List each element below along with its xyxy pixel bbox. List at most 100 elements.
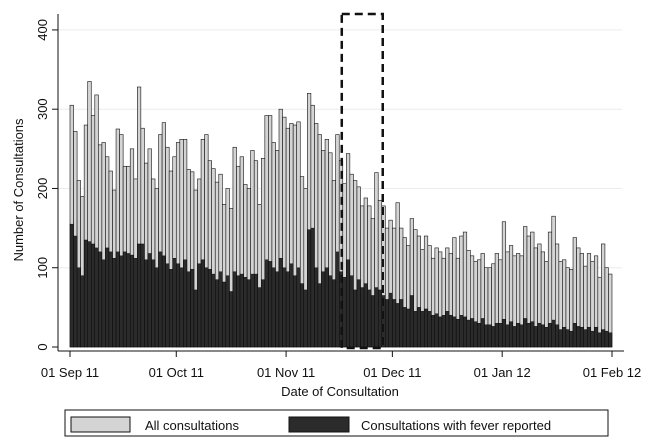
bar-fever-consultations bbox=[604, 330, 609, 348]
bar-fever-consultations bbox=[328, 275, 333, 348]
bar-fever-consultations bbox=[473, 321, 478, 348]
x-axis-ticks: 01 Sep 11 01 Oct 11 01 Nov 11 01 Dec 11 01 J… bbox=[41, 351, 641, 380]
bar-fever-consultations bbox=[200, 259, 205, 348]
bar-fever-consultations bbox=[466, 319, 471, 348]
bar-fever-consultations bbox=[133, 258, 138, 348]
y-tick-label: 100 bbox=[35, 257, 50, 279]
bar-fever-consultations bbox=[331, 279, 336, 348]
bar-fever-consultations bbox=[239, 273, 244, 348]
bar-fever-consultations bbox=[540, 324, 545, 348]
bar-fever-consultations bbox=[519, 324, 524, 348]
bar-fever-consultations bbox=[526, 323, 531, 348]
bar-fever-consultations bbox=[232, 271, 237, 348]
bar-fever-consultations bbox=[509, 321, 514, 348]
bar-fever-consultations bbox=[576, 326, 581, 348]
x-tick-label: 01 Jan 12 bbox=[474, 365, 531, 380]
bar-fever-consultations bbox=[179, 267, 184, 348]
bar-fever-consultations bbox=[491, 326, 496, 348]
bar-fever-consultations bbox=[463, 316, 467, 348]
bar-fever-consultations bbox=[76, 267, 81, 348]
bar-fever-consultations bbox=[434, 313, 439, 348]
bar-fever-consultations bbox=[300, 283, 305, 348]
bar-fever-consultations bbox=[108, 251, 113, 348]
bar-fever-consultations bbox=[275, 271, 280, 348]
bar-fever-consultations bbox=[137, 243, 142, 348]
y-tick-label: 400 bbox=[35, 19, 50, 41]
bar-fever-consultations bbox=[193, 289, 198, 348]
bar-fever-consultations bbox=[608, 332, 613, 348]
bar-fever-consultations bbox=[555, 324, 560, 348]
bar-fever-consultations bbox=[101, 259, 106, 348]
bar-fever-consultations bbox=[197, 263, 202, 348]
bar-fever-consultations bbox=[455, 319, 460, 348]
bar-fever-consultations bbox=[83, 239, 88, 348]
x-tick-label: 01 Dec 11 bbox=[363, 365, 421, 380]
bar-fever-consultations bbox=[285, 271, 290, 348]
bar-fever-consultations bbox=[438, 316, 443, 348]
bar-fever-consultations bbox=[353, 289, 358, 348]
bar-fever-consultations bbox=[222, 281, 227, 348]
bar-fever-consultations bbox=[254, 273, 258, 348]
y-axis-ticks: 0 100 200 300 400 bbox=[35, 19, 58, 351]
bar-fever-consultations bbox=[363, 283, 368, 348]
bar-fever-consultations bbox=[261, 279, 266, 348]
bar-fever-consultations bbox=[569, 330, 574, 348]
bar-fever-consultations bbox=[292, 275, 297, 348]
bar-fever-consultations bbox=[590, 330, 595, 348]
bar-fever-consultations bbox=[470, 318, 475, 348]
bar-fever-consultations bbox=[565, 329, 570, 348]
bar-fever-consultations bbox=[154, 267, 159, 348]
bar-fever-consultations bbox=[431, 315, 436, 348]
bar-fever-consultations bbox=[551, 319, 556, 348]
x-tick-label: 01 Oct 11 bbox=[149, 365, 204, 380]
bar-fever-consultations bbox=[601, 329, 606, 348]
highlight-box bbox=[340, 12, 384, 350]
bar-fever-consultations bbox=[204, 267, 209, 348]
bar-fever-consultations bbox=[339, 271, 343, 348]
legend-label-fever: Consultations with fever reported bbox=[361, 418, 551, 433]
bar-fever-consultations bbox=[360, 287, 365, 348]
bar-fever-consultations bbox=[289, 263, 294, 348]
bar-fever-consultations bbox=[512, 326, 517, 348]
bar-fever-consultations bbox=[459, 315, 464, 348]
bar-fever-consultations bbox=[183, 259, 188, 348]
bar-fever-consultations bbox=[190, 269, 195, 348]
bar-fever-consultations bbox=[130, 254, 134, 348]
bar-fever-consultations bbox=[367, 289, 372, 348]
bar-fever-consultations bbox=[445, 311, 450, 348]
bar-fever-consultations bbox=[406, 308, 411, 348]
bar-fever-consultations bbox=[303, 289, 308, 348]
bar-fever-consultations bbox=[480, 318, 485, 348]
bar-fever-consultations bbox=[487, 324, 492, 348]
bar-fever-consultations bbox=[165, 263, 170, 348]
y-tick-label: 200 bbox=[35, 178, 50, 200]
bar-fever-consultations bbox=[172, 258, 177, 348]
bar-fever-consultations bbox=[243, 277, 248, 348]
bar-fever-consultations bbox=[314, 267, 319, 348]
bar-fever-consultations bbox=[533, 326, 538, 348]
x-tick-label: 01 Sep 11 bbox=[41, 365, 99, 380]
bar-fever-consultations bbox=[335, 251, 340, 348]
bar-fever-consultations bbox=[271, 267, 276, 348]
bar-fever-consultations bbox=[349, 275, 354, 348]
bar-fever-consultations bbox=[484, 324, 489, 348]
bar-fever-consultations bbox=[413, 311, 418, 348]
bar-fever-consultations bbox=[356, 279, 361, 348]
bar-fever-consultations bbox=[105, 247, 110, 348]
bar-fever-consultations bbox=[168, 269, 173, 348]
bar-fever-consultations bbox=[424, 308, 428, 348]
bar-fever-consultations bbox=[144, 259, 149, 348]
bar-fever-consultations bbox=[597, 332, 602, 348]
bar-fever-consultations bbox=[388, 292, 393, 348]
bar-fever-consultations bbox=[140, 243, 145, 348]
bar-fever-consultations bbox=[416, 307, 421, 348]
bar-fever-consultations bbox=[399, 299, 404, 348]
bar-fever-consultations bbox=[282, 267, 287, 348]
bar-fever-consultations bbox=[207, 269, 212, 348]
bar-fever-consultations bbox=[558, 329, 563, 348]
bar-fever-consultations bbox=[225, 275, 230, 348]
bar-fever-consultations bbox=[346, 259, 351, 348]
bar-fever-consultations bbox=[91, 243, 95, 348]
bar-fever-consultations bbox=[530, 321, 535, 348]
y-tick-label: 300 bbox=[35, 98, 50, 120]
